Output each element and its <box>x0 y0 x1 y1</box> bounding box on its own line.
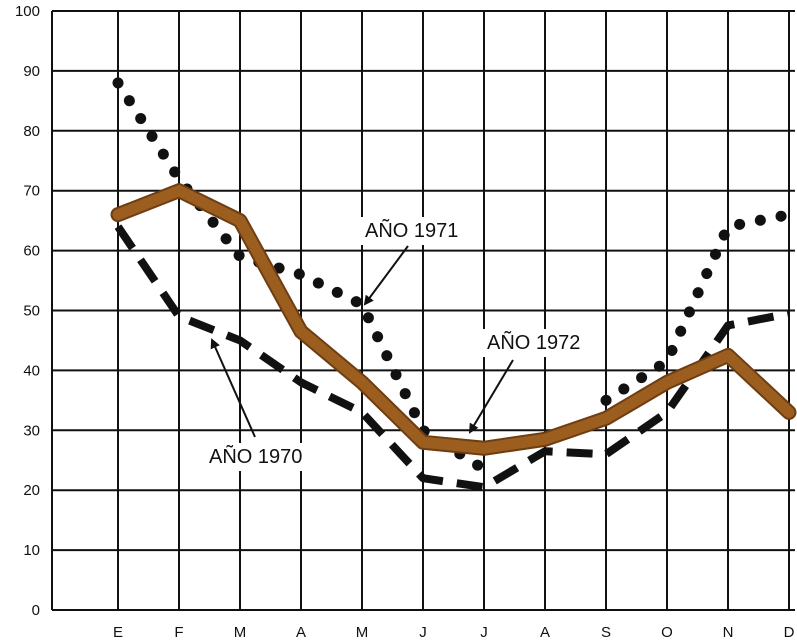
y-tick-label: 50 <box>23 303 40 320</box>
annotation-label-a-o-1971: AÑO 1971 <box>365 218 458 242</box>
annotation-bg-a-o-1971 <box>359 217 471 245</box>
x-tick-label: J <box>419 624 427 641</box>
y-axis-ticks: 0 10 20 30 40 50 60 70 80 90 100 <box>15 3 40 619</box>
y-tick-label: 100 <box>15 3 40 20</box>
x-tick-label: A <box>540 624 550 641</box>
annotation-arrow-a-o-1970 <box>210 338 256 438</box>
x-tick-label: O <box>661 624 673 641</box>
series-line-a-o-1971 <box>112 77 490 475</box>
y-tick-label: 40 <box>23 362 40 379</box>
y-tick-label: 30 <box>23 422 40 439</box>
y-tick-label: 60 <box>23 243 40 260</box>
y-tick-label: 10 <box>23 542 40 559</box>
x-tick-label: S <box>601 624 611 641</box>
x-tick-label: E <box>113 624 123 641</box>
annotation-label-a-o-1970: AÑO 1970 <box>209 444 302 468</box>
x-tick-label: M <box>234 624 247 641</box>
series-lines <box>110 77 797 492</box>
annotation-bg-a-o-1972 <box>481 329 593 357</box>
x-tick-label: A <box>296 624 306 641</box>
series-line-a-o-1971 <box>600 209 795 406</box>
y-tick-label: 0 <box>32 602 40 619</box>
grid <box>51 10 795 611</box>
series-line-a-o-1972 <box>112 185 795 454</box>
annotation-label-a-o-1972: AÑO 1972 <box>487 330 580 354</box>
annotation-bg-a-o-1970 <box>203 443 315 471</box>
x-tick-label: F <box>174 624 183 641</box>
x-tick-label: M <box>356 624 369 641</box>
x-tick-label: N <box>723 624 734 641</box>
annotation-arrow-a-o-1971 <box>363 245 409 306</box>
series-line-a-o-1970 <box>114 224 790 492</box>
y-tick-label: 70 <box>23 183 40 200</box>
annotation-arrow-a-o-1972 <box>468 359 514 434</box>
y-tick-label: 90 <box>23 63 40 80</box>
y-tick-label: 80 <box>23 123 40 140</box>
annotations: AÑO 1971 AÑO 1972 AÑO 1970 <box>203 217 593 471</box>
y-tick-label: 20 <box>23 482 40 499</box>
x-tick-label: D <box>784 624 795 641</box>
x-tick-label: J <box>480 624 488 641</box>
